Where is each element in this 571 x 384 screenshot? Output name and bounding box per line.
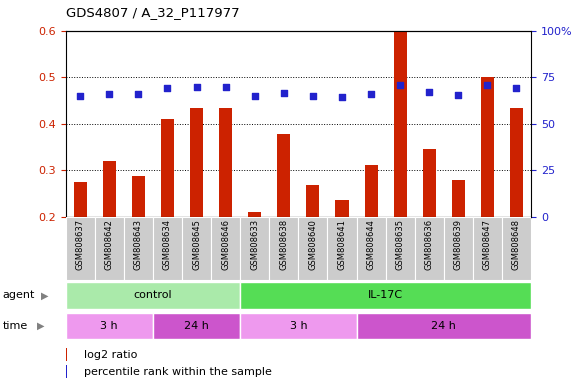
Bar	[356, 313, 531, 339]
Point	[250, 93, 259, 99]
Bar	[95, 217, 124, 280]
Bar	[452, 180, 465, 217]
Text: GSM808643: GSM808643	[134, 219, 143, 270]
Point	[425, 89, 434, 95]
Bar	[66, 348, 67, 361]
Bar	[240, 217, 270, 280]
Text: IL-17C: IL-17C	[368, 290, 403, 300]
Point	[483, 82, 492, 88]
Text: 24 h: 24 h	[184, 321, 209, 331]
Bar	[153, 217, 182, 280]
Bar	[385, 217, 415, 280]
Bar	[211, 217, 240, 280]
Bar	[502, 217, 531, 280]
Point	[396, 82, 405, 88]
Point	[337, 94, 347, 100]
Bar	[364, 165, 377, 217]
Text: percentile rank within the sample: percentile rank within the sample	[85, 367, 272, 377]
Bar	[510, 108, 523, 217]
Text: GSM808641: GSM808641	[337, 219, 347, 270]
Text: 24 h: 24 h	[431, 321, 456, 331]
Bar	[327, 217, 356, 280]
Point	[192, 84, 201, 90]
Text: ▶: ▶	[37, 321, 45, 331]
Text: log2 ratio: log2 ratio	[85, 350, 138, 360]
Point	[512, 85, 521, 91]
Text: GSM808638: GSM808638	[279, 219, 288, 270]
Text: GSM808647: GSM808647	[483, 219, 492, 270]
Bar	[473, 217, 502, 280]
Text: control: control	[134, 290, 172, 300]
Bar	[190, 108, 203, 217]
Bar	[481, 77, 494, 217]
Point	[163, 85, 172, 91]
Bar	[66, 217, 95, 280]
Bar	[270, 217, 298, 280]
Text: GDS4807 / A_32_P117977: GDS4807 / A_32_P117977	[66, 6, 239, 19]
Bar	[182, 217, 211, 280]
Bar	[240, 282, 531, 309]
Text: GSM808645: GSM808645	[192, 219, 201, 270]
Bar	[66, 313, 153, 339]
Text: time: time	[3, 321, 28, 331]
Text: GSM808642: GSM808642	[105, 219, 114, 270]
Bar	[415, 217, 444, 280]
Bar	[132, 176, 145, 217]
Bar	[248, 212, 262, 217]
Text: GSM808639: GSM808639	[454, 219, 463, 270]
Text: GSM808633: GSM808633	[250, 219, 259, 270]
Text: GSM808640: GSM808640	[308, 219, 317, 270]
Bar	[66, 365, 67, 379]
Text: agent: agent	[3, 290, 35, 300]
Bar	[240, 313, 356, 339]
Text: GSM808634: GSM808634	[163, 219, 172, 270]
Point	[134, 91, 143, 97]
Text: GSM808636: GSM808636	[425, 219, 434, 270]
Point	[104, 91, 114, 97]
Point	[221, 84, 230, 90]
Point	[454, 92, 463, 98]
Point	[367, 91, 376, 97]
Bar	[103, 161, 116, 217]
Bar	[335, 200, 348, 217]
Bar	[393, 31, 407, 217]
Bar	[219, 108, 232, 217]
Bar	[298, 217, 327, 280]
Bar	[66, 282, 240, 309]
Point	[279, 90, 288, 96]
Bar	[161, 119, 174, 217]
Bar	[423, 149, 436, 217]
Bar	[74, 182, 87, 217]
Bar	[356, 217, 385, 280]
Text: GSM808648: GSM808648	[512, 219, 521, 270]
Point	[75, 93, 85, 99]
Text: 3 h: 3 h	[289, 321, 307, 331]
Bar	[307, 185, 319, 217]
Point	[308, 93, 317, 99]
Text: GSM808646: GSM808646	[221, 219, 230, 270]
Text: GSM808637: GSM808637	[76, 219, 85, 270]
Text: GSM808635: GSM808635	[396, 219, 405, 270]
Text: GSM808644: GSM808644	[367, 219, 376, 270]
Text: 3 h: 3 h	[100, 321, 118, 331]
Bar	[153, 313, 240, 339]
Text: ▶: ▶	[41, 290, 49, 300]
Bar	[444, 217, 473, 280]
Bar	[124, 217, 153, 280]
Bar	[278, 134, 290, 217]
